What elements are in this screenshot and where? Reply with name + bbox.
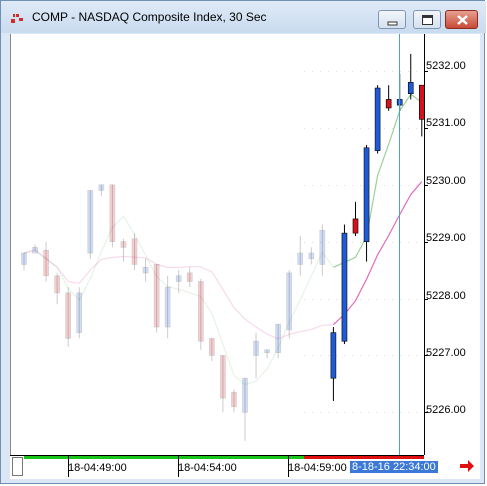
candle-body [87, 190, 94, 254]
price-tick-label: 5232.00 [426, 60, 466, 72]
candle-body [43, 249, 49, 277]
session-bar [24, 456, 304, 459]
close-icon [457, 15, 468, 25]
candle-body [142, 266, 149, 274]
candle-body [198, 281, 204, 342]
candle-body [319, 229, 326, 265]
chart-area[interactable]: 5232.00 5231.00 5230.00 5229.00 5228.00 … [10, 34, 480, 479]
candle-body [385, 99, 392, 109]
chart-app-icon [11, 14, 23, 23]
candle-body [175, 275, 182, 282]
time-tick-label: 18-04:49:00 [68, 462, 127, 474]
fast-ma-line-faded [23, 215, 334, 386]
candle-body [21, 252, 27, 265]
candle-body [418, 84, 425, 120]
candle-body [363, 147, 370, 242]
candle-body [341, 232, 348, 342]
scroll-left-button[interactable] [12, 457, 23, 476]
minimize-button[interactable] [378, 10, 406, 29]
candle-body [32, 247, 38, 254]
candle-body [98, 184, 105, 191]
candle-body [231, 392, 237, 407]
candle-body [109, 184, 116, 242]
time-tick-label: 18-04:54:00 [178, 462, 237, 474]
slow-ma-line [332, 181, 423, 326]
candle-body [407, 82, 414, 95]
cursor-time-label: 8-18-16 22:34:00 [350, 461, 438, 473]
session-bar-late [304, 456, 424, 459]
price-tick-label: 5231.00 [426, 117, 466, 129]
close-button[interactable] [445, 10, 478, 29]
price-tick-label: 5228.00 [426, 290, 466, 302]
candle-body [308, 252, 315, 260]
window-title: COMP - NASDAQ Composite Index, 30 Sec [32, 10, 267, 24]
candle-body [220, 355, 226, 399]
price-tick-label: 5226.00 [426, 404, 466, 416]
candle-body [131, 238, 138, 265]
candle-body [76, 292, 83, 333]
slow-ma-line-faded [23, 249, 334, 340]
candle-body [242, 377, 248, 413]
minimize-icon [387, 21, 398, 26]
candle-body [164, 286, 171, 328]
maximize-icon [422, 15, 433, 25]
scroll-right-arrow-icon[interactable] [458, 457, 476, 475]
candle-body [209, 338, 215, 356]
candle-body [297, 252, 304, 265]
candle-body [286, 272, 293, 331]
price-tick-label: 5229.00 [426, 232, 466, 244]
candle-body [374, 87, 381, 151]
candle-body [352, 218, 359, 234]
candle-body [120, 241, 127, 248]
candle-body [264, 349, 270, 353]
title-bar[interactable]: COMP - NASDAQ Composite Index, 30 Sec [1, 1, 486, 33]
candle-body [275, 323, 281, 353]
candle-body [330, 332, 337, 379]
candle-body [153, 264, 160, 328]
time-tick-label: 18-04:59:00 [288, 462, 347, 474]
price-tick-label: 5230.00 [426, 175, 466, 187]
candle-body [54, 275, 60, 294]
candle-body [186, 272, 193, 282]
candle-body [65, 292, 72, 339]
price-chart[interactable] [10, 34, 480, 479]
price-tick-label: 5227.00 [426, 347, 466, 359]
fast-ma-line [333, 93, 423, 268]
maximize-button[interactable] [413, 10, 441, 29]
candle-body [253, 340, 259, 356]
